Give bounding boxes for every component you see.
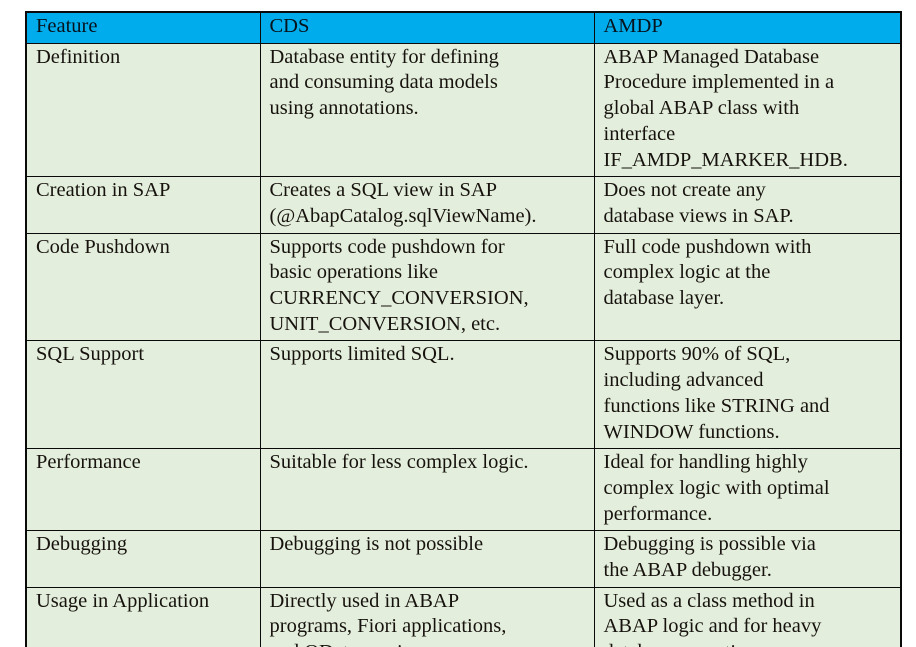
- table-row-definition: Definition Database entity for defining …: [25, 42, 902, 178]
- amdp-cell: Ideal for handling highly complex logic …: [593, 448, 902, 532]
- table-row-performance: Performance Suitable for less complex lo…: [25, 448, 902, 532]
- table-row-debugging: Debugging Debugging is not possible Debu…: [25, 530, 902, 588]
- feature-cell: Usage in Application: [25, 586, 261, 647]
- amdp-cell: Used as a class method in ABAP logic and…: [593, 586, 902, 647]
- column-header-feature: Feature: [25, 11, 261, 44]
- cds-cell: Debugging is not possible: [259, 530, 595, 588]
- amdp-cell: Full code pushdown with complex logic at…: [593, 232, 902, 342]
- amdp-cell: Supports 90% of SQL, including advanced …: [593, 340, 902, 450]
- cds-cell: Directly used in ABAP programs, Fiori ap…: [259, 586, 595, 647]
- feature-cell: SQL Support: [25, 340, 261, 450]
- table-row-usage-in-application: Usage in Application Directly used in AB…: [25, 586, 902, 647]
- cds-cell: Creates a SQL view in SAP (@AbapCatalog.…: [259, 176, 595, 234]
- feature-cell: Debugging: [25, 530, 261, 588]
- feature-cell: Creation in SAP: [25, 176, 261, 234]
- cds-cell: Suitable for less complex logic.: [259, 448, 595, 532]
- header-row: Feature CDS AMDP: [25, 11, 902, 44]
- cds-cell: Supports code pushdown for basic operati…: [259, 232, 595, 342]
- amdp-cell: Does not create any database views in SA…: [593, 176, 902, 234]
- comparison-table: Feature CDS AMDP Definition Database ent…: [25, 11, 902, 647]
- column-header-amdp: AMDP: [593, 11, 902, 44]
- column-header-cds: CDS: [259, 11, 595, 44]
- feature-cell: Definition: [25, 42, 261, 178]
- cds-amdp-comparison-table: Feature CDS AMDP Definition Database ent…: [25, 11, 902, 647]
- cds-cell: Database entity for defining and consumi…: [259, 42, 595, 178]
- feature-cell: Performance: [25, 448, 261, 532]
- table-row-sql-support: SQL Support Supports limited SQL. Suppor…: [25, 340, 902, 450]
- feature-cell: Code Pushdown: [25, 232, 261, 342]
- table-row-code-pushdown: Code Pushdown Supports code pushdown for…: [25, 232, 902, 342]
- amdp-cell: ABAP Managed Database Procedure implemen…: [593, 42, 902, 178]
- cds-cell: Supports limited SQL.: [259, 340, 595, 450]
- table-row-creation-in-sap: Creation in SAP Creates a SQL view in SA…: [25, 176, 902, 234]
- amdp-cell: Debugging is possible via the ABAP debug…: [593, 530, 902, 588]
